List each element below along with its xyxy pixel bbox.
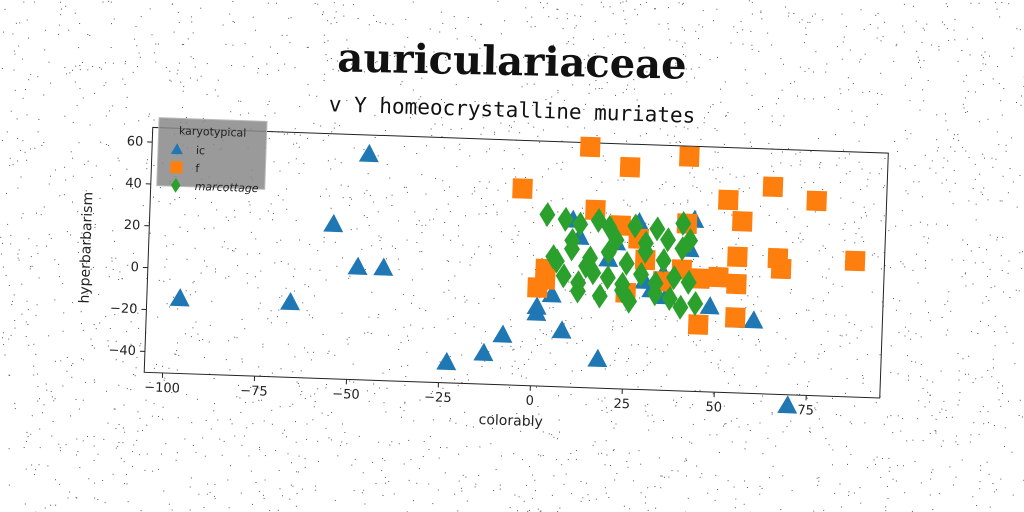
data-point-marcottage (666, 265, 683, 291)
legend-label-marcottage: marcottage (194, 180, 259, 195)
data-point-f (579, 136, 601, 158)
data-point-marcottage (585, 260, 602, 286)
data-point-f (731, 211, 753, 232)
x-tick-label: 0 (525, 394, 534, 409)
data-point-f (844, 250, 866, 272)
data-point-f (717, 189, 739, 211)
legend-marker-marcottage (170, 177, 181, 193)
data-point-marcottage (655, 248, 672, 274)
legend-title: karyotypical (179, 124, 247, 139)
data-point-marcottage (627, 213, 644, 239)
data-point-ic (279, 291, 300, 311)
data-point-ic (473, 342, 494, 362)
data-point-marcottage (608, 227, 625, 253)
x-tick-label: 75 (797, 403, 814, 419)
legend-marker-f (170, 161, 183, 174)
data-point-f (679, 146, 700, 168)
data-point-f (707, 266, 729, 288)
data-point-marcottage (578, 253, 595, 279)
y-tick-label: 40 (125, 176, 142, 192)
plot-frame (143, 126, 889, 399)
x-tick-label: −75 (240, 384, 268, 400)
data-point-marcottage (661, 285, 678, 311)
data-point-marcottage (633, 261, 650, 287)
legend-label-ic: ic (196, 144, 206, 157)
x-axis-label: colorably (478, 412, 543, 430)
data-point-f (512, 178, 533, 199)
data-point-marcottage (680, 269, 697, 295)
x-tick-label: 50 (705, 400, 722, 416)
legend-label-f: f (195, 162, 200, 175)
data-point-marcottage (548, 248, 565, 274)
y-tick-label: −40 (108, 343, 136, 359)
data-point-ic (541, 284, 562, 303)
y-tick-label: −20 (110, 301, 138, 317)
data-point-ic (373, 257, 394, 276)
data-point-ic (169, 288, 190, 307)
data-point-ic (492, 324, 513, 343)
data-point-marcottage (660, 227, 677, 253)
data-point-f (806, 190, 828, 212)
data-point-ic (699, 296, 720, 315)
data-point-marcottage (601, 214, 618, 240)
data-point-marcottage (649, 216, 666, 242)
data-point-marcottage (564, 228, 581, 254)
legend-marker-ic (170, 143, 183, 155)
data-point-marcottage (621, 288, 638, 314)
data-point-marcottage (647, 281, 664, 307)
data-point-ic (358, 143, 379, 163)
data-point-marcottage (599, 264, 616, 290)
data-point-ic (526, 302, 547, 322)
data-point-f (727, 246, 748, 268)
x-tick-label: −50 (332, 387, 360, 403)
data-point-ic (587, 348, 608, 368)
data-point-ic (551, 320, 572, 339)
data-point-marcottage (572, 211, 589, 237)
y-tick-label: 20 (124, 218, 141, 234)
data-point-marcottage (557, 206, 574, 232)
data-point-ic (323, 213, 344, 233)
data-point-f (527, 277, 548, 298)
data-point-marcottage (675, 211, 692, 236)
data-point-marcottage (618, 250, 635, 276)
data-point-f (619, 156, 641, 178)
legend-box (156, 117, 268, 190)
data-point-ic (777, 395, 798, 414)
data-point-f (687, 314, 709, 335)
data-point-marcottage (687, 291, 704, 317)
x-tick-label: −25 (424, 390, 452, 406)
x-tick-label: 25 (613, 397, 630, 413)
y-tick-label: 0 (130, 260, 139, 275)
data-marks (169, 136, 866, 414)
data-point-marcottage (569, 278, 586, 304)
legend: karyotypical ic f marcottage (156, 117, 268, 195)
data-point-ic (347, 256, 368, 275)
y-axis-label: hyperbarbarism (77, 192, 97, 304)
data-point-marcottage (555, 263, 572, 289)
x-tick-label: −100 (144, 380, 180, 396)
data-point-marcottage (539, 202, 556, 228)
data-point-marcottage (674, 236, 691, 262)
data-point-ic (436, 351, 457, 371)
data-point-marcottage (637, 230, 654, 256)
data-point-marcottage (672, 294, 689, 320)
y-tick-label: 60 (126, 134, 143, 150)
data-point-f (726, 273, 747, 295)
data-point-marcottage (614, 278, 631, 303)
data-point-marcottage (590, 208, 607, 234)
data-point-ic (743, 310, 764, 329)
data-point-f (724, 307, 746, 328)
data-point-marcottage (591, 283, 608, 309)
plot-area: −100 −75 −50 −25 0 25 50 75 −40 −20 0 20 40 60 colora… (77, 117, 889, 430)
axis-ticks: −100 −75 −50 −25 0 25 50 75 −40 −20 0 20 40 60 (108, 134, 814, 419)
data-point-f (762, 176, 784, 198)
data-point-f (770, 258, 792, 280)
